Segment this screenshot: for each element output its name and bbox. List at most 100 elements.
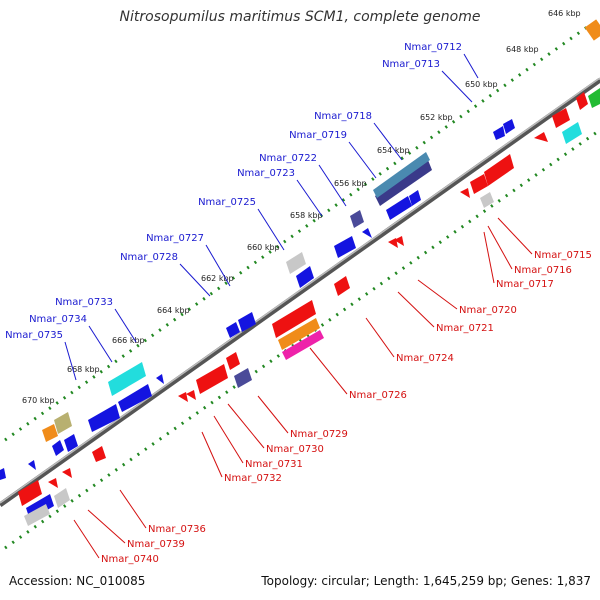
gene-feature[interactable]: [272, 300, 316, 338]
gene-feature[interactable]: [48, 478, 58, 488]
callout-line: [88, 325, 113, 363]
gene-feature[interactable]: [178, 392, 188, 402]
callout-line: [73, 519, 100, 559]
gene-feature[interactable]: [562, 122, 582, 144]
callout-line: [309, 347, 348, 395]
gene-feature[interactable]: [238, 312, 256, 332]
genome-backbone: [0, 77, 600, 508]
gene-feature[interactable]: [196, 364, 228, 394]
gene-feature[interactable]: [52, 440, 64, 456]
gene-feature[interactable]: [226, 352, 240, 370]
gene-label[interactable]: Nmar_0722: [259, 153, 317, 164]
gene-feature[interactable]: [156, 374, 164, 384]
gene-feature[interactable]: [503, 119, 515, 134]
gene-label[interactable]: Nmar_0715: [534, 250, 592, 261]
gene-label[interactable]: Nmar_0728: [120, 252, 178, 263]
gene-feature[interactable]: [584, 19, 600, 41]
gene-label[interactable]: Nmar_0726: [349, 390, 407, 401]
gene-label[interactable]: Nmar_0725: [198, 197, 256, 208]
gene-feature[interactable]: [278, 318, 320, 350]
gene-feature[interactable]: [334, 236, 356, 258]
callout-line: [348, 141, 377, 179]
gene-feature[interactable]: [386, 196, 412, 220]
gene-label[interactable]: Nmar_0740: [101, 554, 159, 565]
kbp-tick-label: 660 kbp: [247, 243, 280, 252]
gene-label[interactable]: Nmar_0724: [396, 353, 454, 364]
genome-backbone-highlight: [0, 77, 600, 504]
gene-label[interactable]: Nmar_0721: [436, 323, 494, 334]
gene-label[interactable]: Nmar_0729: [290, 429, 348, 440]
gene-feature[interactable]: [409, 190, 421, 206]
gene-label[interactable]: Nmar_0727: [146, 233, 204, 244]
gene-label[interactable]: Nmar_0734: [29, 314, 87, 325]
gene-label[interactable]: Nmar_0730: [266, 444, 324, 455]
kbp-tick-label: 668 kbp: [67, 365, 100, 374]
gene-label[interactable]: Nmar_0720: [459, 305, 517, 316]
gene-feature[interactable]: [286, 252, 306, 274]
gene-feature[interactable]: [552, 108, 570, 128]
gene-label[interactable]: Nmar_0723: [237, 168, 295, 179]
gene-feature[interactable]: [493, 126, 505, 140]
gene-label[interactable]: Nmar_0717: [496, 279, 554, 290]
gene-feature[interactable]: [234, 368, 252, 388]
gene-feature[interactable]: [64, 434, 78, 452]
gene-feature[interactable]: [88, 404, 120, 432]
gene-feature[interactable]: [18, 480, 42, 506]
gene-feature[interactable]: [54, 412, 72, 434]
gene-label[interactable]: Nmar_0735: [5, 330, 63, 341]
gene-feature[interactable]: [362, 228, 372, 238]
gene-feature[interactable]: [62, 468, 72, 478]
callout-line: [296, 179, 323, 217]
gene-label[interactable]: Nmar_0731: [245, 459, 303, 470]
gene-feature[interactable]: [460, 188, 470, 198]
gene-feature[interactable]: [282, 330, 324, 360]
gene-feature[interactable]: [334, 276, 350, 296]
callout-line: [463, 53, 479, 79]
gene-feature[interactable]: [375, 160, 432, 206]
gene-feature[interactable]: [470, 174, 488, 194]
gene-feature[interactable]: [54, 488, 70, 508]
gene-feature[interactable]: [42, 424, 58, 442]
gene-label[interactable]: Nmar_0732: [224, 473, 282, 484]
kbp-tick-label: 656 kbp: [334, 179, 367, 188]
gene-label[interactable]: Nmar_0736: [148, 524, 206, 535]
gene-feature[interactable]: [186, 390, 196, 400]
gene-feature[interactable]: [226, 322, 240, 338]
kbp-tick-label: 662 kbp: [201, 274, 234, 283]
gene-label[interactable]: Nmar_0718: [314, 111, 372, 122]
callout-line: [417, 279, 458, 310]
gene-feature[interactable]: [92, 446, 106, 462]
gene-label[interactable]: Nmar_0739: [127, 539, 185, 550]
kbp-tick-label: 664 kbp: [157, 306, 190, 315]
callout-line: [257, 395, 289, 434]
gene-feature[interactable]: [394, 236, 404, 246]
callout-line: [483, 231, 495, 284]
gene-feature[interactable]: [28, 460, 36, 470]
gene-feature[interactable]: [24, 504, 50, 526]
gene-label[interactable]: Nmar_0733: [55, 297, 113, 308]
gene-feature[interactable]: [118, 384, 152, 412]
gene-feature[interactable]: [534, 132, 548, 142]
callout-line: [441, 70, 473, 103]
callout-line: [487, 225, 513, 270]
callout-line: [497, 217, 533, 255]
gene-feature[interactable]: [480, 192, 494, 208]
gene-feature[interactable]: [588, 88, 600, 108]
gene-feature[interactable]: [296, 266, 314, 288]
gene-feature[interactable]: [576, 92, 588, 110]
gene-callouts: Nmar_0712 Nmar_0713 Nmar_0718 Nmar_0719 Nmar…: [5, 42, 592, 565]
gene-feature[interactable]: [484, 154, 514, 186]
gene-label[interactable]: Nmar_0712: [404, 42, 462, 53]
gene-label[interactable]: Nmar_0713: [382, 59, 440, 70]
callout-line: [365, 317, 395, 358]
topology-text: Topology: circular; Length: 1,645,259 bp…: [261, 574, 591, 588]
callout-line: [257, 208, 285, 251]
gene-label[interactable]: Nmar_0716: [514, 265, 572, 276]
gene-feature[interactable]: [108, 362, 146, 396]
gene-label[interactable]: Nmar_0719: [289, 130, 347, 141]
gene-feature[interactable]: [373, 152, 430, 198]
gene-feature[interactable]: [350, 210, 364, 228]
kbp-tick-label: 648 kbp: [506, 45, 539, 54]
gene-feature[interactable]: [0, 468, 6, 480]
upper-strand-genes: [0, 19, 600, 526]
